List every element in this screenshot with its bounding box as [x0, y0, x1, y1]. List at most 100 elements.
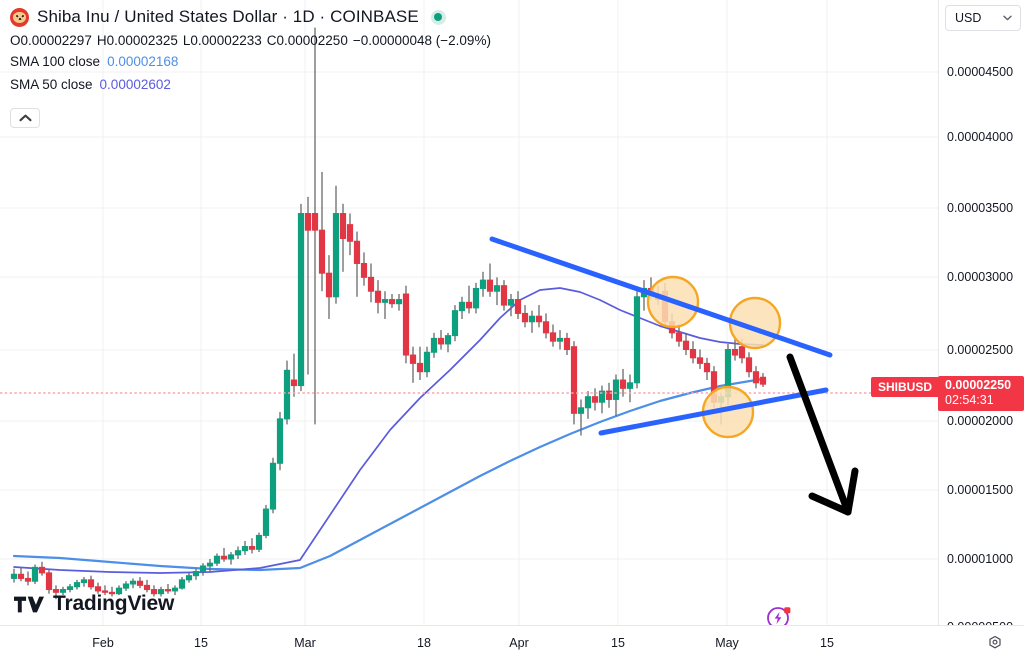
candle-96 [682, 340, 690, 350]
candle-85 [605, 390, 613, 400]
sma100-line [12, 377, 765, 572]
candle-39 [283, 369, 291, 420]
candle-82 [584, 396, 592, 409]
price-axis[interactable]: USD 0.00004500 0.00004000 0.00003500 0.0000… [938, 0, 1024, 634]
live-price-badge[interactable]: 0.00002250 02:54:31 [938, 376, 1024, 411]
candle-16 [122, 583, 130, 589]
candle-51 [367, 276, 375, 292]
time-axis[interactable]: Feb 15 Mar 18 Apr 15 May 15 [0, 625, 1024, 659]
sma50-line [13, 287, 764, 574]
candle-34 [248, 546, 256, 550]
candle-9 [73, 582, 81, 588]
candle-59 [423, 351, 431, 373]
price-tick-5: 0.00002000 [947, 414, 1014, 428]
candle-78 [556, 337, 564, 342]
candle-60 [430, 337, 438, 353]
axis-settings-icon[interactable] [987, 635, 1003, 651]
candle-41 [297, 213, 305, 387]
bar-countdown-timer: 02:54:31 [945, 393, 994, 407]
candle-43 [311, 213, 319, 231]
candle-4 [38, 566, 46, 574]
candle-31 [227, 554, 235, 560]
candle-8 [66, 586, 74, 591]
candle-42 [304, 213, 312, 231]
candle-64 [458, 301, 466, 312]
candle-15 [115, 587, 123, 595]
candle-52 [374, 290, 382, 303]
candle-68 [486, 279, 494, 292]
candle-69 [493, 285, 501, 292]
time-tick-2: Mar [294, 636, 316, 650]
candle-28 [206, 562, 214, 567]
candle-80 [570, 346, 578, 414]
candle-13 [101, 590, 109, 593]
candle-72 [514, 299, 522, 314]
candle-0 [10, 573, 18, 579]
candle-12 [94, 586, 102, 592]
candle-54 [388, 299, 396, 305]
candle-79 [563, 337, 571, 350]
candle-76 [542, 321, 550, 334]
chart-plot-area[interactable] [0, 0, 938, 625]
chevron-down-icon [1003, 15, 1012, 21]
candle-55 [395, 299, 403, 305]
candle-19 [143, 584, 151, 591]
candle-70 [500, 285, 508, 306]
candle-14 [108, 591, 116, 595]
time-tick-4: Apr [509, 636, 529, 650]
candle-7 [59, 589, 67, 593]
candle-25 [185, 575, 193, 581]
candle-57 [409, 354, 417, 364]
price-tick-3: 0.00003000 [947, 270, 1014, 284]
candle-24 [178, 579, 186, 589]
candle-106 [752, 371, 760, 384]
candle-46 [332, 213, 340, 298]
price-tick-7: 0.00001000 [947, 552, 1014, 566]
candle-47 [339, 213, 347, 239]
price-tick-2: 0.00003500 [947, 201, 1014, 215]
candle-5 [45, 572, 53, 591]
candle-83 [591, 396, 599, 403]
candle-40 [290, 379, 298, 387]
candle-71 [507, 299, 515, 306]
candle-2 [24, 577, 32, 582]
candle-95 [675, 332, 683, 342]
candle-103 [731, 349, 739, 356]
candle-10 [80, 579, 88, 584]
candle-18 [136, 580, 144, 586]
candle-86 [612, 379, 620, 400]
legend-collapse-button[interactable] [10, 108, 40, 128]
candle-61 [437, 337, 445, 345]
candle-23 [171, 587, 179, 592]
candle-33 [241, 546, 249, 552]
currency-select[interactable]: USD [945, 5, 1021, 31]
lower-ascending-trendline[interactable] [598, 387, 829, 436]
upper-descending-trendline[interactable] [489, 236, 833, 358]
candle-99 [703, 362, 711, 373]
candle-38 [276, 418, 284, 464]
candle-37 [269, 462, 277, 510]
candle-29 [213, 555, 221, 564]
candle-97 [689, 349, 697, 359]
candle-67 [479, 279, 487, 289]
candle-6 [52, 589, 60, 593]
price-tick-6: 0.00001500 [947, 483, 1014, 497]
candle-87 [619, 379, 627, 389]
candle-66 [472, 287, 480, 309]
candle-32 [234, 550, 242, 556]
candle-21 [157, 589, 165, 595]
live-price-value: 0.00002250 [945, 378, 1012, 392]
candle-30 [220, 555, 228, 560]
time-tick-7: 15 [820, 636, 834, 650]
candle-45 [325, 272, 333, 298]
candle-44 [318, 229, 326, 274]
candlestick-series [10, 27, 767, 600]
candle-62 [444, 335, 452, 345]
candle-88 [626, 382, 634, 389]
bearish-breakdown-arrow[interactable] [786, 353, 859, 516]
candle-26 [192, 571, 200, 577]
candle-81 [577, 407, 585, 414]
candle-11 [87, 579, 95, 588]
candle-36 [262, 508, 270, 536]
candle-56 [402, 293, 410, 356]
